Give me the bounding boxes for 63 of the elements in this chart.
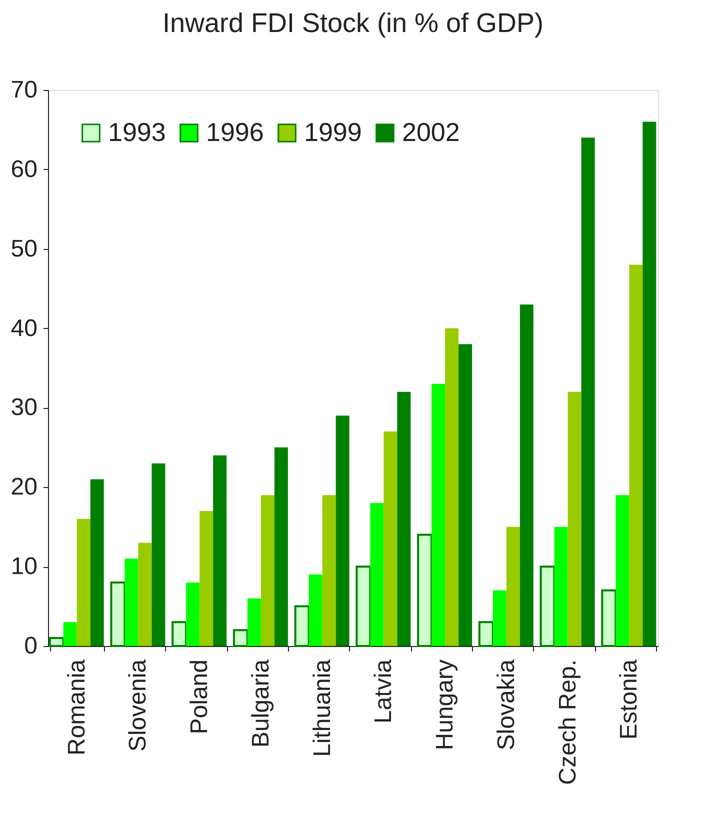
bar bbox=[308, 574, 322, 646]
x-tick-label: Czech Rep. bbox=[554, 660, 582, 785]
bar bbox=[76, 518, 90, 646]
bar bbox=[492, 590, 506, 646]
bar bbox=[601, 589, 617, 647]
legend-label: 1999 bbox=[304, 117, 362, 147]
bar bbox=[397, 392, 411, 646]
bar bbox=[247, 598, 261, 646]
bar bbox=[232, 629, 248, 647]
y-tick-label: 70 bbox=[10, 76, 38, 104]
bar bbox=[124, 558, 138, 646]
bar bbox=[200, 510, 214, 646]
bar bbox=[432, 384, 446, 646]
legend-label: 1993 bbox=[108, 117, 166, 147]
y-tick-label: 20 bbox=[10, 474, 38, 501]
bar bbox=[138, 542, 152, 646]
legend-label: 1996 bbox=[206, 117, 264, 147]
bar bbox=[458, 344, 472, 646]
bar bbox=[445, 328, 459, 646]
bar bbox=[520, 304, 534, 646]
bar bbox=[110, 581, 126, 647]
x-tick-label: Poland bbox=[186, 660, 214, 734]
bar bbox=[370, 503, 384, 646]
bar bbox=[294, 605, 310, 647]
legend-label: 2002 bbox=[402, 117, 460, 147]
bar bbox=[554, 526, 568, 646]
bar bbox=[90, 479, 104, 646]
y-tick-label: 0 bbox=[24, 632, 38, 660]
bar bbox=[260, 495, 274, 646]
bar bbox=[63, 622, 77, 646]
bar bbox=[506, 526, 520, 646]
y-tick-label: 30 bbox=[10, 394, 38, 422]
bar bbox=[356, 566, 372, 647]
bar bbox=[616, 495, 630, 646]
x-tick-label: Slovakia bbox=[492, 658, 520, 750]
x-tick-label: Estonia bbox=[616, 658, 643, 740]
bar bbox=[642, 122, 656, 646]
x-tick-label: Lithuania bbox=[308, 658, 336, 757]
y-tick-label: 40 bbox=[10, 314, 38, 342]
bar bbox=[274, 447, 288, 646]
bar bbox=[568, 392, 582, 646]
x-tick-label: Hungary bbox=[432, 660, 459, 750]
bar bbox=[384, 432, 398, 646]
y-tick-label: 50 bbox=[10, 235, 38, 262]
bar bbox=[48, 637, 64, 647]
chart-title: Inward FDI Stock (in % of GDP) bbox=[162, 8, 544, 38]
x-tick-label: Bulgaria bbox=[247, 658, 274, 748]
bar bbox=[417, 534, 433, 647]
bar bbox=[336, 416, 350, 646]
bar bbox=[152, 463, 166, 646]
bar bbox=[478, 621, 494, 647]
bar bbox=[322, 495, 336, 646]
bar bbox=[172, 621, 188, 647]
bar bbox=[629, 264, 643, 646]
bar bbox=[186, 582, 200, 646]
bar bbox=[213, 455, 227, 646]
x-tick-label: Slovenia bbox=[124, 658, 152, 752]
x-tick-label: Romania bbox=[63, 658, 90, 756]
y-tick-label: 10 bbox=[10, 553, 38, 580]
bar bbox=[540, 566, 556, 647]
bar bbox=[581, 138, 595, 646]
x-tick-label: Latvia bbox=[370, 658, 398, 724]
y-tick-label: 60 bbox=[10, 156, 38, 183]
